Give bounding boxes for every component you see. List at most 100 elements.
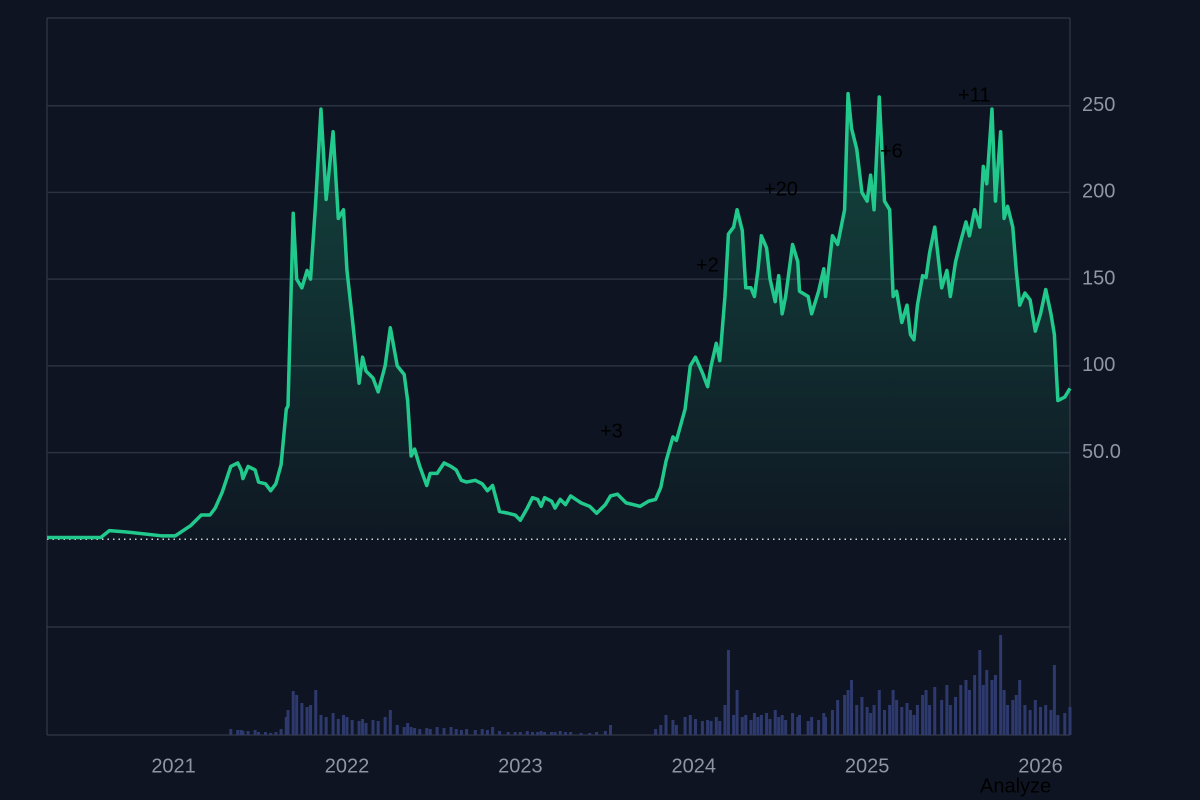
volume-bar	[735, 690, 739, 735]
x-tick-label: 2022	[325, 755, 370, 777]
volume-bar	[671, 720, 675, 735]
volume-bar	[1014, 695, 1018, 735]
volume-bar	[543, 732, 547, 735]
volume-bar	[319, 715, 323, 735]
volume-bar	[1028, 710, 1032, 735]
volume-bar	[900, 707, 904, 735]
volume-bar	[579, 733, 583, 735]
volume-bar	[269, 733, 273, 735]
volume-bar	[940, 700, 944, 735]
volume-bar	[449, 727, 453, 735]
volume-bar	[752, 713, 756, 735]
volume-bar	[759, 715, 763, 735]
volume-bar	[846, 690, 850, 735]
volume-bar	[723, 705, 727, 735]
x-tick-label: 2023	[498, 755, 543, 777]
annotation: +2	[696, 254, 719, 276]
volume-bar	[810, 717, 814, 735]
volume-bar	[765, 713, 769, 735]
volume-bar	[525, 731, 529, 735]
volume-bar	[732, 715, 736, 735]
volume-bar	[967, 690, 971, 735]
volume-bar	[895, 700, 899, 735]
y-tick-label: 250	[1082, 94, 1115, 116]
volume-bar	[905, 703, 909, 735]
volume-bar	[999, 635, 1003, 735]
volume-bar	[305, 707, 309, 735]
volume-bar	[609, 725, 613, 735]
volume-bar	[860, 697, 864, 735]
volume-bar	[891, 690, 895, 735]
volume-bar	[740, 717, 744, 735]
volume-bar	[964, 680, 968, 735]
volume-bar	[603, 731, 607, 735]
x-tick-label: 2021	[151, 755, 196, 777]
area-layer	[47, 91, 1072, 540]
volume-bar	[978, 650, 982, 735]
volume-bar	[1049, 710, 1053, 735]
y-tick-label: 50.0	[1082, 441, 1121, 463]
volume-bar	[246, 731, 250, 735]
volume-bar	[257, 732, 261, 735]
volume-bar	[454, 729, 458, 735]
volume-bar	[402, 727, 406, 735]
volume-bar	[806, 721, 810, 735]
volume-bar	[718, 721, 722, 735]
volume-bar	[693, 719, 697, 735]
volume-bar	[993, 675, 997, 735]
volume-bar	[954, 697, 958, 735]
volume-bar	[506, 732, 510, 735]
volume-bar	[921, 695, 925, 735]
volume-bar	[530, 732, 534, 735]
volume-bar	[229, 729, 233, 735]
volume-bar	[865, 707, 869, 735]
volume-bar	[777, 717, 781, 735]
volume-bar	[1068, 707, 1072, 735]
volume-bar	[295, 695, 299, 735]
volume-bar	[706, 720, 710, 735]
volume-bar	[239, 730, 243, 735]
volume-bar	[536, 732, 540, 735]
volume-bar	[688, 715, 692, 735]
volume-bar	[1023, 705, 1027, 735]
volume-bar	[674, 725, 678, 735]
volume-bar	[1063, 713, 1067, 735]
volume-bar	[324, 717, 328, 735]
volume-bar	[773, 710, 777, 735]
volume-bar	[798, 715, 802, 735]
volume-bar	[425, 728, 429, 735]
volume-bar	[872, 705, 876, 735]
volume-bar	[406, 723, 410, 735]
volume-bar	[780, 715, 784, 735]
volume-bar	[539, 731, 543, 735]
volume-bar	[376, 721, 380, 735]
volume-bar	[553, 732, 557, 735]
volume-bar	[924, 690, 928, 735]
volume-bar	[928, 705, 932, 735]
volume-bar	[985, 670, 989, 735]
volume-bar	[428, 729, 432, 735]
volume-bar	[341, 715, 345, 735]
volume-bar	[309, 705, 313, 735]
volume-bar	[1002, 690, 1006, 735]
volume-bar	[465, 729, 469, 735]
y-tick-label: 200	[1082, 181, 1115, 203]
volume-bar	[933, 687, 937, 735]
volume-bar	[558, 731, 562, 735]
volume-bar	[383, 717, 387, 735]
volume-bar	[364, 723, 368, 735]
volume-bars	[229, 635, 1072, 735]
volume-bar	[518, 732, 522, 735]
volume-bar	[830, 710, 834, 735]
volume-bar	[459, 730, 463, 735]
volume-bar	[409, 727, 413, 735]
volume-bar	[817, 720, 821, 735]
analyze-button[interactable]: Analyze	[980, 775, 1051, 797]
volume-bar	[709, 721, 713, 735]
volume-bar	[253, 730, 257, 735]
volume-bar	[395, 725, 399, 735]
volume-bar	[361, 719, 365, 735]
volume-bar	[850, 680, 854, 735]
volume-bar	[1052, 665, 1056, 735]
